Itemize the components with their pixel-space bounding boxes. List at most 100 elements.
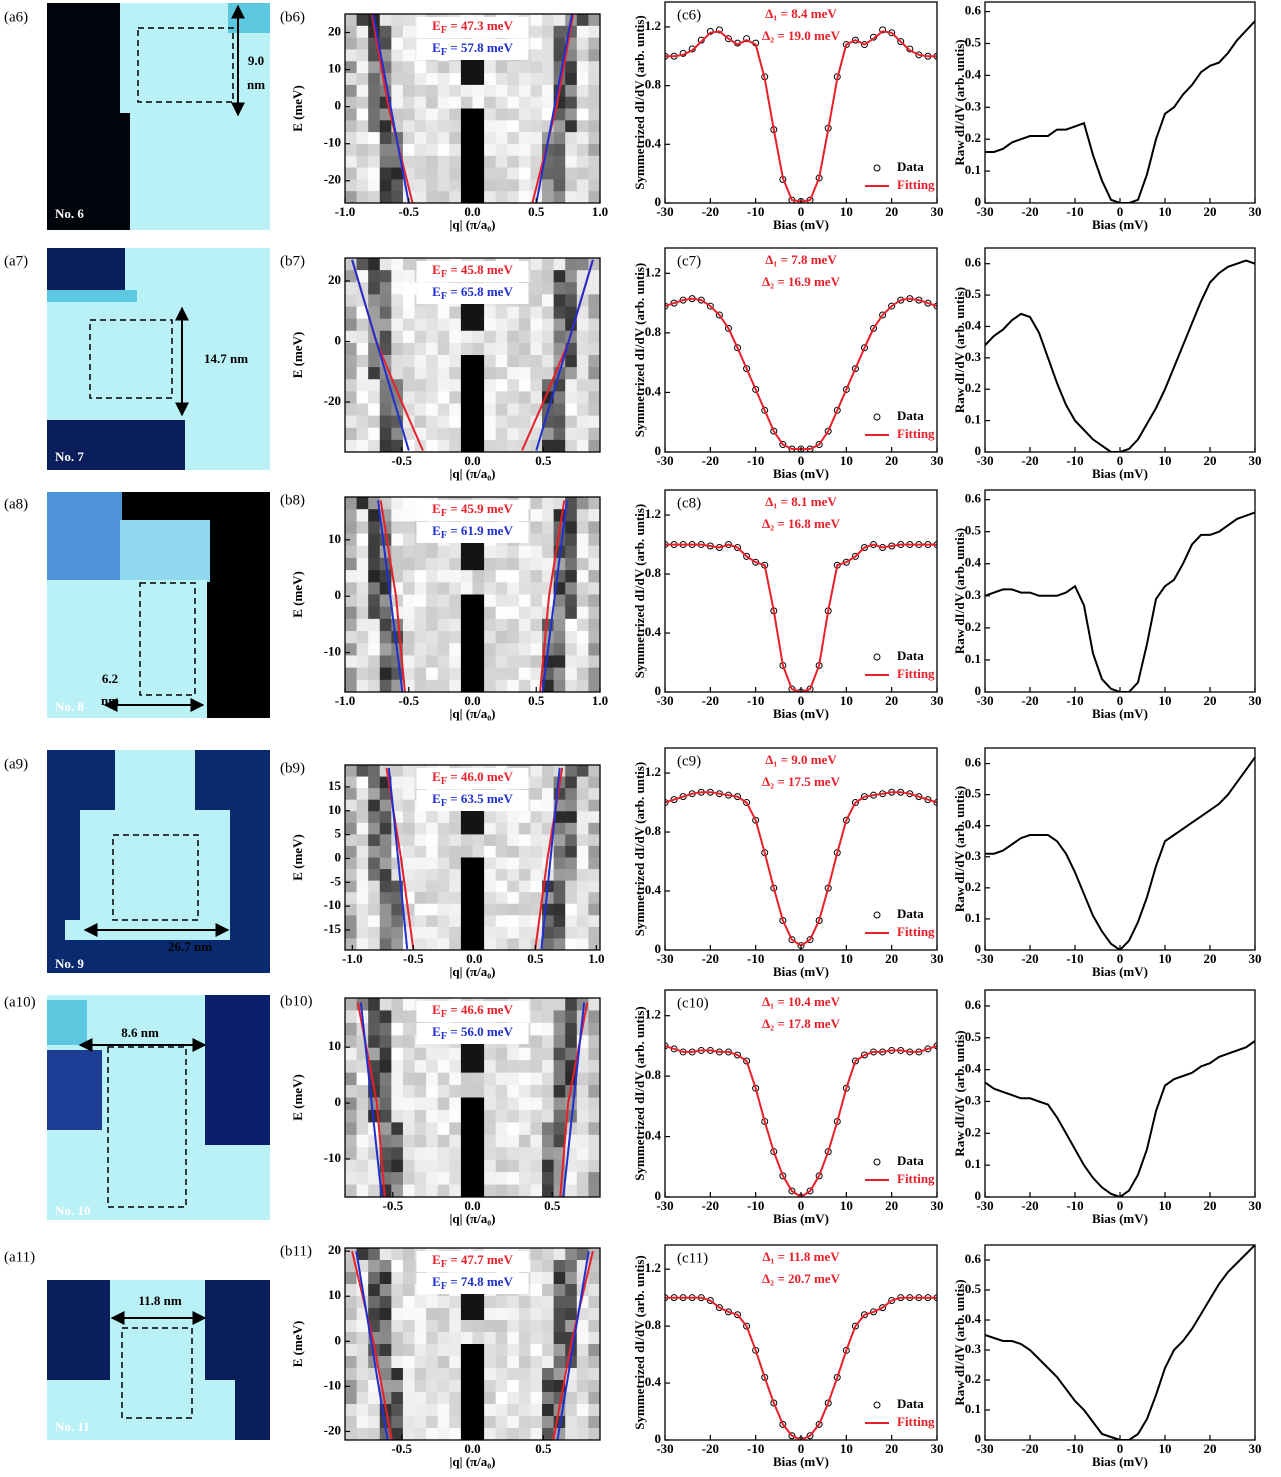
heatmap-cell — [518, 120, 532, 133]
heatmap-cell — [437, 84, 450, 98]
heatmap-cell — [414, 631, 427, 644]
heatmap-cell — [495, 108, 508, 121]
heatmap-cell — [368, 869, 381, 882]
data-line — [355, 1251, 590, 1440]
heatmap-cell — [576, 1097, 590, 1111]
heatmap-cell — [588, 120, 600, 133]
heatmap-cell — [565, 1272, 578, 1285]
heatmap-cell — [402, 903, 416, 916]
heatmap-cell — [391, 1022, 404, 1036]
heatmap-cell — [507, 1060, 520, 1074]
x-tick-label: 10 — [840, 1198, 853, 1213]
heatmap-cell — [507, 403, 520, 417]
heatmap-cell — [576, 857, 590, 870]
x-tick-label: -10 — [1066, 453, 1083, 468]
heatmap-cell — [402, 799, 416, 812]
heatmap-cell — [460, 915, 474, 928]
heatmap-cell — [449, 643, 462, 657]
heatmap-cell — [542, 497, 555, 510]
heatmap-cell — [426, 643, 439, 657]
heatmap-cell — [472, 1147, 485, 1161]
heatmap-cell — [414, 606, 427, 620]
scale-label: nm — [101, 693, 119, 708]
y-tick-label: 0.2 — [965, 879, 981, 894]
heatmap-cell — [565, 391, 578, 405]
heatmap-cell — [565, 415, 578, 429]
heatmap-cell — [518, 892, 532, 905]
heatmap-cell — [542, 1368, 555, 1381]
y-tick-label: 0.3 — [965, 587, 982, 602]
heatmap-cell — [414, 1392, 427, 1405]
heatmap-cell — [553, 439, 566, 452]
heatmap-cell — [426, 618, 439, 632]
heatmap-cell — [391, 37, 404, 51]
x-tick-label: -30 — [976, 1198, 993, 1213]
heatmap-cell — [391, 631, 404, 644]
heatmap-cell — [565, 1308, 578, 1321]
heatmap-cell — [530, 1416, 543, 1429]
heatmap-cell — [495, 155, 508, 169]
heatmap-cell — [449, 306, 462, 320]
heatmap-cell — [576, 845, 590, 859]
heatmap-cell — [507, 582, 520, 596]
heatmap-cell — [402, 61, 416, 74]
heatmap-cell — [588, 1072, 600, 1086]
heatmap-cell — [553, 427, 566, 441]
annotation-subscript: F — [441, 1031, 447, 1042]
heatmap-cell — [472, 1109, 485, 1123]
heatmap-cell — [368, 306, 381, 320]
heatmap-cell — [472, 679, 485, 692]
heatmap-cell — [426, 1344, 439, 1357]
heatmap-cell — [345, 1296, 358, 1309]
annotation-symbol: E — [432, 1002, 441, 1017]
heatmap-cell — [402, 294, 416, 308]
plot-area — [385, 767, 564, 950]
heatmap-cell — [345, 179, 358, 192]
heatmap-cell — [449, 191, 462, 203]
y-tick-label: 10 — [328, 531, 341, 546]
heatmap-cell — [530, 811, 543, 824]
heatmap-cell — [368, 403, 381, 417]
heatmap-cell — [449, 1368, 462, 1381]
heatmap-cell — [391, 788, 404, 801]
heatmap-cell — [437, 1320, 450, 1333]
heatmap-cell — [426, 655, 439, 669]
x-tick-label: -0.5 — [383, 1198, 404, 1213]
heatmap-cell — [345, 1368, 358, 1381]
heatmap-cell — [518, 834, 532, 847]
heatmap-cell — [518, 1368, 532, 1381]
heatmap-cell — [495, 1416, 508, 1429]
heatmap-cell — [449, 1060, 462, 1074]
heatmap-cell — [553, 1047, 566, 1061]
annotation-symbol: Δ₁ = 7.8 meV — [765, 252, 837, 267]
heatmap-cell — [530, 509, 543, 522]
heatmap-cell — [588, 355, 600, 368]
heatmap-cell — [484, 606, 497, 620]
heatmap-cell — [530, 1097, 543, 1111]
heatmap-cell — [553, 1368, 566, 1381]
heatmap-cell — [402, 679, 416, 692]
heatmap-cell — [345, 403, 358, 417]
heatmap-cell — [379, 1356, 392, 1369]
heatmap-cell — [472, 318, 485, 332]
heatmap-cell — [472, 631, 485, 644]
heatmap-cell — [356, 631, 369, 644]
heatmap-cell — [345, 926, 358, 940]
heatmap-cell — [553, 306, 566, 320]
heatmap-cell — [449, 845, 462, 859]
heatmap-cell — [402, 1172, 416, 1186]
heatmap-cell — [449, 318, 462, 332]
heatmap-cell — [472, 73, 485, 86]
heatmap-cell — [437, 1097, 450, 1111]
heatmap-cell — [426, 84, 439, 98]
heatmap-cell — [588, 403, 600, 417]
y-axis-label: Raw dI/dV (arb. untis) — [952, 1279, 967, 1405]
heatmap-cell — [379, 1344, 392, 1357]
heatmap-cell — [576, 143, 590, 157]
heatmap-cell — [553, 655, 566, 669]
heatmap-cell — [472, 903, 485, 916]
annotation-symbol: Δ₂ = 17.5 meV — [762, 774, 841, 789]
plot-frame — [984, 489, 1256, 693]
heatmap-cell — [484, 892, 497, 905]
heatmap-cell — [576, 179, 590, 192]
